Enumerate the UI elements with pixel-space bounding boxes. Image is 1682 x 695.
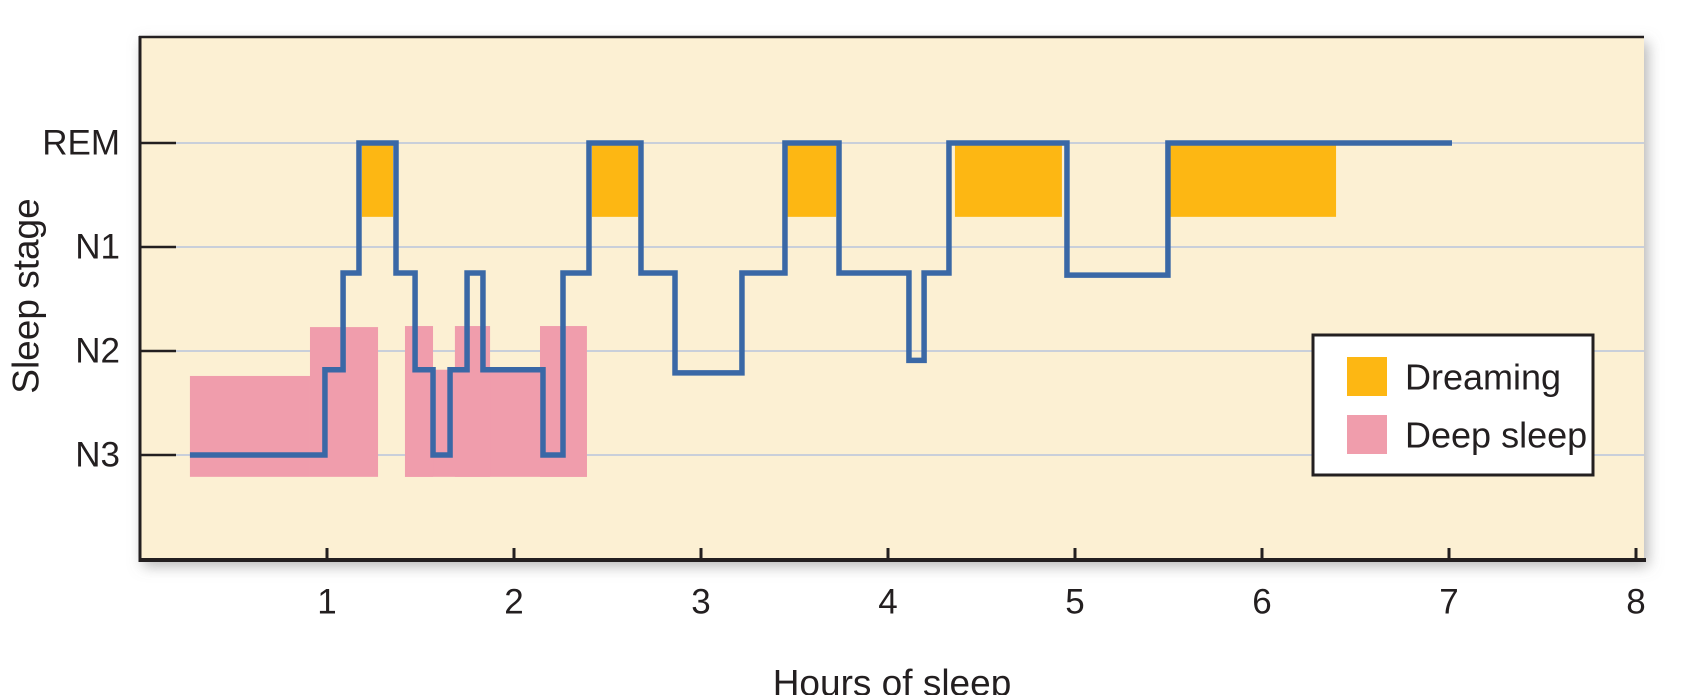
legend-swatch-dreaming	[1347, 357, 1387, 396]
y-tick-labels: REM N1 N2 N3	[42, 124, 120, 475]
legend-swatch-deep-sleep	[1347, 415, 1387, 454]
y-tick-label-n3: N3	[75, 436, 120, 475]
dream-fill	[1169, 143, 1337, 217]
dream-fill	[787, 143, 837, 217]
y-tick-label-rem: REM	[42, 124, 120, 163]
x-tick-label-8: 8	[1626, 583, 1645, 622]
x-tick-label-7: 7	[1439, 583, 1458, 622]
x-tick-labels: 1 2 3 4 5 6 7 8	[317, 583, 1645, 622]
dream-fill	[361, 143, 394, 217]
x-tick-label-5: 5	[1065, 583, 1084, 622]
dream-fill	[591, 143, 638, 217]
legend-label-deep-sleep: Deep sleep	[1405, 415, 1587, 456]
y-tick-label-n2: N2	[75, 332, 120, 371]
dream-fill	[954, 143, 1062, 217]
sleep-stage-step-line	[189, 140, 1452, 458]
x-axis-title: Hours of sleep	[773, 663, 1012, 695]
x-tick-label-2: 2	[504, 583, 523, 622]
legend-label-dreaming: Dreaming	[1405, 357, 1561, 398]
deep-sleep-fill	[189, 375, 310, 477]
plot-area	[139, 36, 1644, 560]
deep-sleep-fill	[404, 326, 434, 477]
x-tick-label-6: 6	[1252, 583, 1271, 622]
dreaming-fills	[361, 143, 1337, 217]
x-tick-label-1: 1	[317, 583, 336, 622]
hypnogram-line	[189, 140, 1452, 458]
y-axis-title: Sleep stage	[6, 198, 47, 393]
x-tick-label-4: 4	[878, 583, 897, 622]
y-tick-label-n1: N1	[75, 228, 120, 267]
x-tick-label-3: 3	[691, 583, 710, 622]
legend: Dreaming Deep sleep	[1311, 333, 1595, 477]
